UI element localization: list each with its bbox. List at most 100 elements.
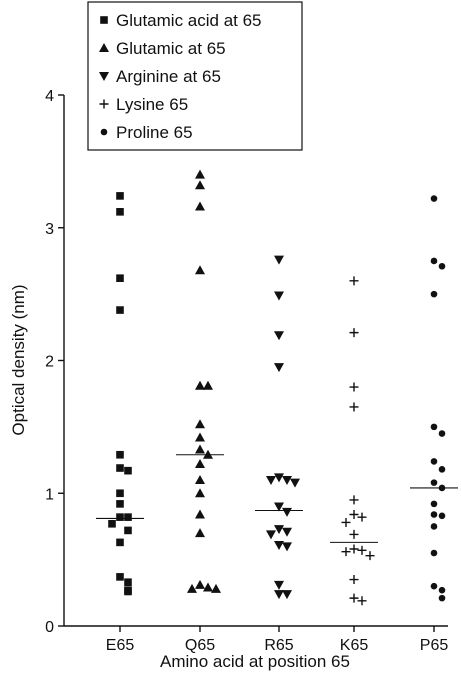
data-point-e65 bbox=[116, 538, 124, 547]
data-point-p65 bbox=[438, 466, 446, 473]
data-point-r65 bbox=[274, 331, 284, 341]
data-point-k65 bbox=[349, 495, 359, 505]
x-tick-label: Q65 bbox=[185, 637, 215, 654]
data-point-r65 bbox=[266, 475, 276, 485]
data-point-k65 bbox=[349, 544, 359, 554]
data-point-p65 bbox=[438, 594, 446, 602]
data-point-e65 bbox=[116, 573, 124, 581]
data-point-r65 bbox=[282, 542, 292, 552]
data-point-k65 bbox=[357, 545, 367, 555]
data-point-q65 bbox=[195, 474, 205, 484]
data-point-k65 bbox=[349, 509, 359, 519]
data-point-p65 bbox=[438, 430, 446, 437]
legend-label: Glutamic at 65 bbox=[116, 39, 226, 58]
legend: Glutamic acid at 65 Glutamic at 65 Arginin… bbox=[87, 1, 303, 151]
y-tick-label: 0 bbox=[45, 619, 54, 636]
data-point-q65 bbox=[195, 265, 205, 275]
data-point-p65 bbox=[430, 479, 438, 486]
data-point-e65 bbox=[116, 450, 124, 459]
data-point-k65 bbox=[349, 402, 359, 412]
data-point-p65 bbox=[430, 423, 438, 431]
data-point-e65 bbox=[116, 513, 124, 521]
data-point-k65 bbox=[349, 276, 359, 286]
data-point-q65 bbox=[211, 583, 221, 593]
legend-marker-e65 bbox=[100, 16, 108, 24]
legend-label: Lysine 65 bbox=[116, 95, 188, 114]
data-point-r65 bbox=[274, 291, 284, 301]
data-point-e65 bbox=[124, 466, 132, 475]
legend-marker-r65 bbox=[99, 72, 109, 81]
data-point-k65 bbox=[349, 382, 359, 392]
y-tick-label: 3 bbox=[45, 221, 54, 238]
data-point-q65 bbox=[195, 459, 205, 469]
data-point-r65 bbox=[274, 363, 284, 373]
legend-marker-p65 bbox=[100, 128, 108, 136]
median-lines bbox=[96, 454, 458, 543]
data-point-q65 bbox=[203, 582, 213, 592]
data-point-p65 bbox=[438, 262, 446, 270]
data-point-q65 bbox=[195, 180, 205, 190]
data-point-q65 bbox=[195, 579, 205, 589]
x-tick-label: E65 bbox=[106, 637, 135, 654]
legend-label: Proline 65 bbox=[116, 123, 193, 142]
x-tick-label: P65 bbox=[420, 637, 449, 654]
data-point-e65 bbox=[124, 513, 132, 521]
data-point-p65 bbox=[430, 511, 438, 518]
x-axis-title: Amino acid at position 65 bbox=[160, 652, 350, 671]
data-point-q65 bbox=[195, 419, 205, 429]
legend-label: Glutamic acid at 65 bbox=[116, 11, 262, 30]
y-tick-label: 2 bbox=[45, 354, 54, 371]
data-point-p65 bbox=[430, 257, 438, 265]
legend-marker-k65 bbox=[99, 99, 109, 109]
data-point-p65 bbox=[430, 582, 438, 590]
data-point-q65 bbox=[187, 583, 197, 593]
axes: 0 1 2 3 4 E65 Q65 R65 K65 P65 bbox=[45, 88, 448, 654]
data-point-p65 bbox=[430, 549, 438, 557]
data-point-e65 bbox=[116, 306, 124, 314]
data-point-r65 bbox=[274, 580, 284, 590]
data-marks bbox=[108, 169, 446, 606]
data-point-r65 bbox=[274, 473, 284, 483]
data-point-r65 bbox=[274, 541, 284, 551]
data-point-r65 bbox=[266, 530, 276, 540]
data-point-k65 bbox=[349, 575, 359, 585]
data-point-k65 bbox=[357, 512, 367, 522]
data-point-k65 bbox=[341, 517, 351, 527]
legend-label: Arginine at 65 bbox=[116, 67, 221, 86]
y-axis-title: Optical density (nm) bbox=[9, 284, 28, 435]
data-point-q65 bbox=[195, 201, 205, 211]
data-point-p65 bbox=[430, 458, 438, 465]
data-point-e65 bbox=[116, 192, 124, 200]
x-tick-label: R65 bbox=[264, 637, 293, 654]
data-point-k65 bbox=[349, 529, 359, 539]
data-point-e65 bbox=[116, 274, 124, 282]
x-tick-label: K65 bbox=[340, 637, 369, 654]
data-point-q65 bbox=[195, 169, 205, 179]
data-point-e65 bbox=[124, 587, 132, 596]
legend-box bbox=[87, 1, 303, 151]
data-point-q65 bbox=[195, 509, 205, 519]
data-point-k65 bbox=[357, 596, 367, 606]
data-point-e65 bbox=[124, 526, 132, 535]
data-point-q65 bbox=[195, 444, 205, 454]
y-tick-label: 1 bbox=[45, 486, 54, 503]
legend-marker-q65 bbox=[99, 43, 109, 52]
data-point-r65 bbox=[282, 475, 292, 485]
data-point-e65 bbox=[116, 208, 124, 216]
data-point-k65 bbox=[341, 547, 351, 557]
data-point-r65 bbox=[274, 502, 284, 512]
data-point-r65 bbox=[290, 478, 300, 488]
data-point-p65 bbox=[438, 586, 446, 594]
data-point-e65 bbox=[124, 578, 132, 586]
data-point-p65 bbox=[430, 195, 438, 202]
data-point-q65 bbox=[195, 432, 205, 442]
data-point-p65 bbox=[430, 523, 438, 530]
data-point-p65 bbox=[430, 290, 438, 298]
data-point-k65 bbox=[349, 328, 359, 338]
data-point-r65 bbox=[274, 590, 284, 600]
data-point-e65 bbox=[116, 500, 124, 508]
data-point-p65 bbox=[430, 500, 438, 508]
data-point-q65 bbox=[195, 528, 205, 538]
data-point-r65 bbox=[274, 255, 284, 265]
